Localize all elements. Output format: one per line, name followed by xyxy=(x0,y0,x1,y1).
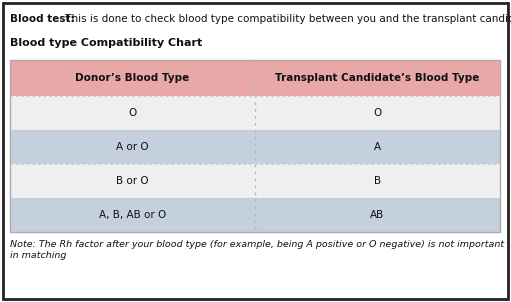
Text: Blood type Compatibility Chart: Blood type Compatibility Chart xyxy=(10,38,202,48)
Text: B: B xyxy=(374,176,381,186)
Text: Transplant Candidate’s Blood Type: Transplant Candidate’s Blood Type xyxy=(275,73,480,83)
Text: Blood test:: Blood test: xyxy=(10,14,75,24)
Text: Donor’s Blood Type: Donor’s Blood Type xyxy=(76,73,190,83)
Text: Note: The Rh factor after your blood type (for example, being A positive or O ne: Note: The Rh factor after your blood typ… xyxy=(10,240,504,249)
Text: O: O xyxy=(374,108,382,118)
Bar xyxy=(10,96,500,130)
Text: A or O: A or O xyxy=(116,142,149,152)
Text: O: O xyxy=(128,108,136,118)
Text: in matching: in matching xyxy=(10,251,66,260)
Text: A, B, AB or O: A, B, AB or O xyxy=(99,210,166,220)
Bar xyxy=(10,60,500,96)
Bar xyxy=(10,60,500,232)
Text: AB: AB xyxy=(370,210,385,220)
Bar xyxy=(10,164,500,198)
Bar xyxy=(10,198,500,232)
Text: A: A xyxy=(374,142,381,152)
Text: This is done to check blood type compatibility between you and the transplant ca: This is done to check blood type compati… xyxy=(62,14,511,24)
Bar xyxy=(10,130,500,164)
Text: B or O: B or O xyxy=(116,176,149,186)
